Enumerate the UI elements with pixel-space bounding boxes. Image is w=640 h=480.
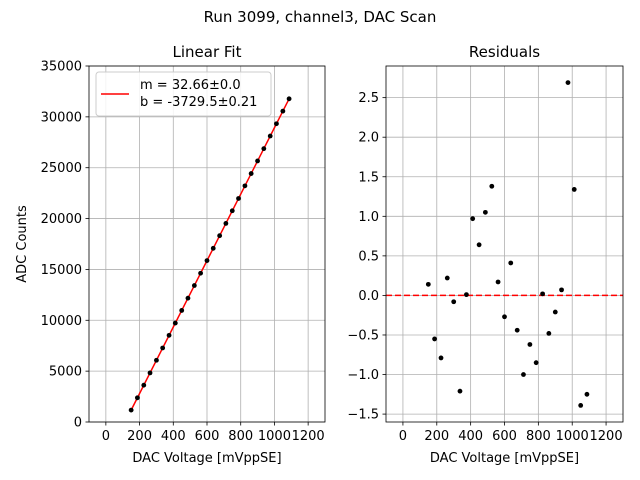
data-point xyxy=(217,233,223,239)
data-point xyxy=(546,330,552,336)
y-tick-label: 1.5 xyxy=(358,170,379,185)
data-point xyxy=(154,357,159,363)
data-point xyxy=(482,209,488,215)
y-tick-label: 2.5 xyxy=(358,91,379,106)
y-tick-label: 0.0 xyxy=(358,289,379,304)
x-tick-label: 0 xyxy=(102,429,110,444)
data-point xyxy=(185,295,191,301)
data-point xyxy=(584,391,590,397)
data-point xyxy=(571,187,577,192)
x-tick-label: 1000 xyxy=(556,429,589,444)
y-axis-label: ADC Counts xyxy=(15,205,30,283)
data-point xyxy=(160,345,166,351)
data-point xyxy=(533,360,539,366)
data-point xyxy=(172,320,178,326)
y-tick-label: 0.5 xyxy=(358,249,379,264)
x-tick-label: 800 xyxy=(526,429,551,444)
data-point xyxy=(274,121,279,127)
y-tick-label: 25000 xyxy=(41,161,82,176)
linear-fit-panel: 0 200 400 600 800 1000 1200 0 5000 10000 15000 2000… xyxy=(15,43,326,466)
data-series xyxy=(128,96,292,413)
data-point xyxy=(248,171,254,176)
data-point xyxy=(521,372,526,377)
x-tick-label: 800 xyxy=(228,429,253,444)
x-axis-label: DAC Voltage [mVppSE] xyxy=(430,451,579,466)
x-tick-label: 200 xyxy=(424,429,449,444)
x-tick-label: 400 xyxy=(458,429,483,444)
data-point xyxy=(527,342,533,347)
x-tick-label: 1200 xyxy=(292,429,325,444)
grid xyxy=(386,66,623,422)
panel-title: Linear Fit xyxy=(173,43,242,61)
data-point xyxy=(204,258,210,264)
data-point xyxy=(552,309,558,315)
data-point xyxy=(565,80,571,86)
data-point xyxy=(476,242,482,248)
residuals-series xyxy=(425,80,590,408)
data-point xyxy=(261,146,267,152)
y-tick-label: 0 xyxy=(74,416,82,431)
legend-box xyxy=(95,71,272,117)
x-tick-label: 600 xyxy=(492,429,517,444)
data-point xyxy=(464,292,469,298)
data-point xyxy=(242,183,248,189)
data-point xyxy=(540,291,545,297)
data-point xyxy=(134,395,140,401)
x-tick-label: 1200 xyxy=(590,429,623,444)
data-point xyxy=(223,220,229,226)
data-point xyxy=(236,196,241,201)
y-tick-label: 2.0 xyxy=(358,131,379,146)
y-tick-label: 20000 xyxy=(41,212,82,227)
x-tick-label: 600 xyxy=(195,429,220,444)
data-point xyxy=(280,108,286,114)
data-point xyxy=(489,183,495,189)
x-tick-label: 400 xyxy=(161,429,186,444)
legend: m = 32.66±0.0 b = -3729.5±0.21 xyxy=(95,71,272,117)
data-point xyxy=(425,281,431,287)
x-tick-label: 0 xyxy=(399,429,407,444)
data-point xyxy=(286,96,292,102)
data-point xyxy=(457,388,463,394)
y-tick-label: 5000 xyxy=(49,365,82,380)
data-point xyxy=(210,245,216,251)
data-point xyxy=(267,133,273,139)
data-point xyxy=(166,332,172,338)
legend-slope: m = 32.66±0.0 xyxy=(140,78,241,93)
data-point xyxy=(559,287,564,293)
x-axis-label: DAC Voltage [mVppSE] xyxy=(132,451,281,466)
y-tick-label: 30000 xyxy=(41,110,82,125)
data-point xyxy=(255,158,260,164)
data-point xyxy=(578,402,584,408)
data-point xyxy=(444,275,450,281)
data-point xyxy=(191,283,197,288)
figure-suptitle: Run 3099, channel3, DAC Scan xyxy=(204,8,437,26)
data-point xyxy=(514,327,520,333)
legend-intercept: b = -3729.5±0.21 xyxy=(140,95,257,110)
y-tick-label: 10000 xyxy=(41,314,82,329)
data-point xyxy=(128,407,134,413)
data-point xyxy=(495,279,501,285)
y-tick-label: −0.5 xyxy=(347,328,379,343)
y-tick-label: 1.0 xyxy=(358,210,379,225)
data-point xyxy=(451,299,457,305)
y-tick-label: −1.5 xyxy=(347,408,379,423)
data-point xyxy=(502,314,507,320)
data-point xyxy=(229,208,235,214)
y-tick-label: 15000 xyxy=(41,263,82,278)
data-point xyxy=(508,260,514,266)
x-tick-label: 1000 xyxy=(258,429,291,444)
data-point xyxy=(432,336,437,342)
data-point xyxy=(141,382,147,388)
y-tick-label: −1.0 xyxy=(347,368,379,383)
data-point xyxy=(179,308,185,313)
y-tick-label: 35000 xyxy=(41,60,82,75)
x-tick-label: 200 xyxy=(127,429,152,444)
data-point xyxy=(438,355,444,361)
residuals-panel: 0 200 400 600 800 1000 1200 −1.5 −1.0 −0.5 0.0 0.5 1… xyxy=(347,43,624,466)
data-point xyxy=(198,270,203,276)
data-point xyxy=(147,370,153,376)
data-point xyxy=(470,216,476,222)
panel-title: Residuals xyxy=(469,43,540,61)
